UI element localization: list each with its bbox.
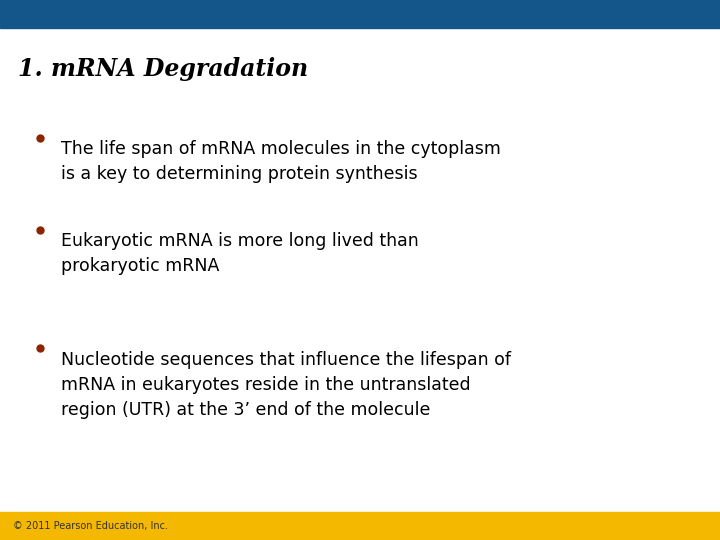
Text: © 2011 Pearson Education, Inc.: © 2011 Pearson Education, Inc.: [13, 521, 168, 531]
Bar: [0, 0, 720, 28]
Text: 1. mRNA Degradation: 1. mRNA Degradation: [18, 57, 308, 80]
Text: Eukaryotic mRNA is more long lived than
prokaryotic mRNA: Eukaryotic mRNA is more long lived than …: [61, 232, 419, 275]
Bar: [0, 512, 720, 540]
Text: The life span of mRNA molecules in the cytoplasm
is a key to determining protein: The life span of mRNA molecules in the c…: [61, 140, 501, 184]
Text: Nucleotide sequences that influence the lifespan of
mRNA in eukaryotes reside in: Nucleotide sequences that influence the …: [61, 351, 511, 419]
